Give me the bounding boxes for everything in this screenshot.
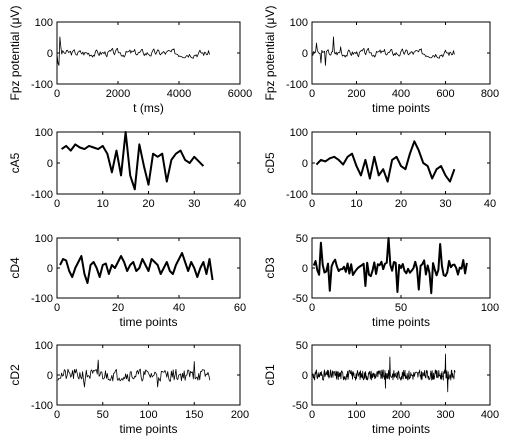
x-tick-label: 200 xyxy=(392,409,410,421)
y-tick-label: -100 xyxy=(31,293,53,305)
series-line-cD3 xyxy=(312,237,468,295)
y-tick-label: -100 xyxy=(286,79,308,91)
y-tick-label: -50 xyxy=(292,293,308,305)
series-line-fpz_ms xyxy=(56,36,210,66)
y-tick-label: -100 xyxy=(31,400,53,412)
x-tick-label: 60 xyxy=(234,302,246,314)
y-tick-label: 100 xyxy=(35,340,53,352)
y-tick-label: 100 xyxy=(290,127,308,139)
x-tick-label: 10 xyxy=(97,198,109,210)
y-axis-label: Fpz potential (μV) xyxy=(263,6,277,101)
x-tick-label: 400 xyxy=(481,409,499,421)
y-axis-label: Fpz potential (μV) xyxy=(8,6,22,101)
x-tick-label: 30 xyxy=(188,198,200,210)
x-tick-label: 40 xyxy=(173,302,185,314)
series-line-cD4 xyxy=(59,252,214,284)
y-tick-label: 50 xyxy=(296,233,308,245)
x-tick-label: 0 xyxy=(309,409,315,421)
y-tick-label: 100 xyxy=(35,17,53,29)
x-tick-label: 0 xyxy=(54,302,60,314)
y-tick-label: 100 xyxy=(35,127,53,139)
series-line-fpz_points xyxy=(311,36,455,66)
y-tick-label: 0 xyxy=(47,48,53,60)
x-axis-label: time points xyxy=(372,422,430,436)
y-tick-label: 0 xyxy=(302,48,308,60)
x-tick-label: 0 xyxy=(54,409,60,421)
y-tick-label: 50 xyxy=(296,340,308,352)
axes-box-cD5 xyxy=(311,131,491,195)
x-tick-label: 800 xyxy=(481,88,499,100)
y-axis-label: cD2 xyxy=(8,364,22,386)
y-tick-label: 100 xyxy=(290,17,308,29)
x-tick-label: 0 xyxy=(54,88,60,100)
y-tick-label: 0 xyxy=(302,158,308,170)
x-tick-label: 0 xyxy=(309,88,315,100)
x-tick-label: 50 xyxy=(97,409,109,421)
y-tick-label: -100 xyxy=(286,189,308,201)
x-tick-label: 4000 xyxy=(167,88,191,100)
series-line-cA5 xyxy=(61,131,205,191)
x-axis-label: time points xyxy=(119,422,177,436)
x-tick-label: 400 xyxy=(392,88,410,100)
y-tick-label: -100 xyxy=(31,189,53,201)
y-axis-label: cD4 xyxy=(8,257,22,279)
y-tick-label: -50 xyxy=(292,400,308,412)
axes-box-cD2 xyxy=(56,344,241,406)
y-tick-label: 0 xyxy=(47,158,53,170)
y-tick-label: 0 xyxy=(47,370,53,382)
y-tick-label: -100 xyxy=(31,79,53,91)
x-tick-label: 0 xyxy=(309,302,315,314)
x-axis-label: time points xyxy=(119,315,177,329)
y-axis-label: cA5 xyxy=(8,152,22,173)
x-tick-label: 40 xyxy=(234,198,246,210)
y-tick-label: 0 xyxy=(47,263,53,275)
y-axis-label: cD5 xyxy=(263,152,277,174)
y-axis-label: cD1 xyxy=(263,364,277,386)
x-tick-label: 6000 xyxy=(228,88,252,100)
x-tick-label: 150 xyxy=(185,409,203,421)
x-tick-label: 0 xyxy=(309,198,315,210)
y-tick-label: 0 xyxy=(302,370,308,382)
y-axis-label: cD3 xyxy=(263,257,277,279)
x-axis-label: time points xyxy=(372,315,430,329)
x-tick-label: 100 xyxy=(481,302,499,314)
x-axis-label: time points xyxy=(372,101,430,115)
x-tick-label: 10 xyxy=(350,198,362,210)
x-tick-label: 200 xyxy=(347,88,365,100)
x-tick-label: 300 xyxy=(436,409,454,421)
series-line-cD2 xyxy=(57,359,211,388)
x-tick-label: 20 xyxy=(395,198,407,210)
x-tick-label: 600 xyxy=(436,88,454,100)
series-line-cD1 xyxy=(312,353,456,393)
x-tick-label: 200 xyxy=(231,409,249,421)
x-tick-label: 40 xyxy=(484,198,496,210)
x-tick-label: 100 xyxy=(139,409,157,421)
x-tick-label: 30 xyxy=(439,198,451,210)
x-tick-label: 20 xyxy=(112,302,124,314)
x-tick-label: 50 xyxy=(395,302,407,314)
series-line-cD5 xyxy=(315,140,456,183)
x-tick-label: 100 xyxy=(347,409,365,421)
x-tick-label: 2000 xyxy=(106,88,130,100)
x-axis-label: t (ms) xyxy=(133,101,164,115)
y-tick-label: 0 xyxy=(302,263,308,275)
x-tick-label: 20 xyxy=(142,198,154,210)
y-tick-label: 100 xyxy=(35,233,53,245)
x-tick-label: 0 xyxy=(54,198,60,210)
